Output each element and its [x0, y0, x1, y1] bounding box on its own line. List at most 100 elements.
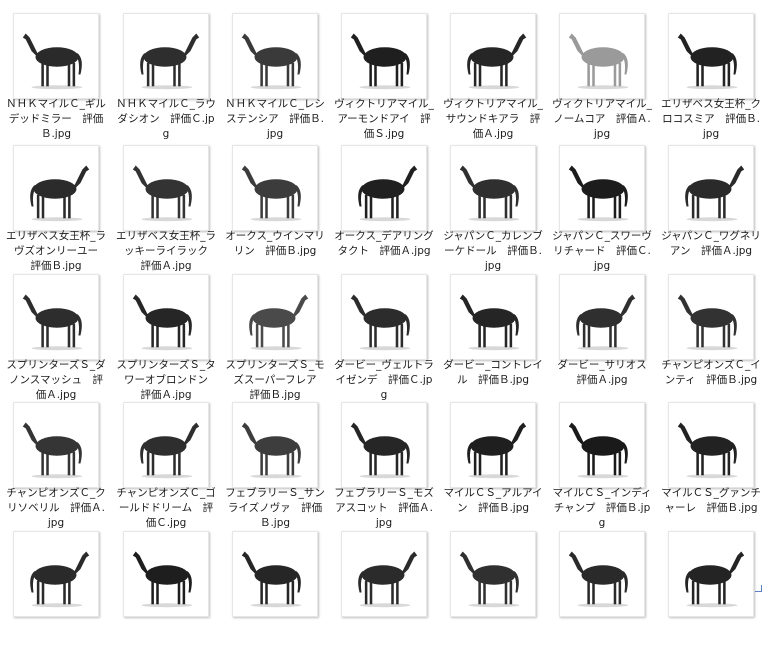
file-thumbnail[interactable]: [232, 145, 318, 231]
horse-photo-icon: [241, 422, 302, 479]
file-thumbnail[interactable]: [450, 13, 536, 99]
file-item[interactable]: チャンピオンズＣ_クリソベリル 評価Ａ.jpg: [6, 394, 106, 529]
file-name: スプリンターズＳ_ダノンスマッシュ 評価Ａ.jpg: [6, 359, 106, 401]
file-thumbnail[interactable]: [13, 145, 99, 231]
file-item[interactable]: スプリンターズＳ_タワーオブロンドン 評価Ａ.jpg: [116, 266, 219, 401]
horse-photo-icon: [350, 422, 411, 479]
file-thumbnail[interactable]: [450, 145, 536, 231]
file-thumbnail[interactable]: [668, 13, 754, 99]
file-item[interactable]: ＮＨＫマイルＣ_レシステンシア 評価Ｂ.jpg: [225, 5, 325, 140]
file-thumbnail[interactable]: [232, 274, 318, 360]
file-thumbnail[interactable]: [668, 145, 754, 231]
file-thumbnail[interactable]: [123, 531, 209, 617]
file-item[interactable]: ダービー_コントレイル 評価Ｂ.jpg: [443, 266, 543, 391]
file-name: ジャパンＣ_ワグネリアン 評価Ａ.jpg: [661, 230, 761, 257]
horse-photo-icon: [677, 422, 738, 479]
file-item[interactable]: ダービー_サリオス 評価Ａ.jpg: [552, 266, 657, 391]
file-thumbnail[interactable]: [559, 145, 645, 231]
file-item[interactable]: ヴィクトリアマイル_ノームコア 評価Ａ.jpg: [552, 5, 652, 140]
file-item[interactable]: スプリンターズＳ_ダノンスマッシュ 評価Ａ.jpg: [6, 266, 106, 401]
file-name: オークス_ウインマリリン 評価Ｂ.jpg: [225, 230, 325, 257]
horse-photo-icon: [241, 165, 302, 222]
file-name: エリザベス女王杯_クロコスミア 評価Ｂ.jpg: [661, 98, 761, 140]
horse-photo-icon: [358, 551, 418, 608]
file-item[interactable]: ジャパンＣ_ワグネリアン 評価Ａ.jpg: [661, 137, 761, 262]
file-thumbnail[interactable]: [341, 531, 427, 617]
file-thumbnail[interactable]: [123, 402, 209, 488]
file-item[interactable]: オークス_ウインマリリン 評価Ｂ.jpg: [225, 137, 325, 262]
file-thumbnail[interactable]: [13, 13, 99, 99]
horse-photo-icon: [677, 294, 738, 351]
file-name: スプリンターズＳ_モズスーパーフレア 評価Ｂ.jpg: [225, 359, 328, 401]
file-thumbnail[interactable]: [668, 274, 754, 360]
file-thumbnail[interactable]: [450, 402, 536, 488]
file-item[interactable]: [661, 523, 761, 648]
file-thumbnail[interactable]: [450, 274, 536, 360]
file-item[interactable]: オークス_デアリングタクト 評価Ａ.jpg: [334, 137, 434, 262]
file-item[interactable]: ダービー_ヴェルトライゼンデ 評価Ｃ.jpg: [334, 266, 434, 401]
file-item[interactable]: ジャパンＣ_カレンブーケドール 評価Ｂ.jpg: [443, 137, 543, 272]
file-thumbnail[interactable]: [341, 402, 427, 488]
file-name: ジャパンＣ_スワーヴリチャード 評価Ｃ.jpg: [552, 230, 652, 272]
file-thumbnail[interactable]: [559, 13, 645, 99]
horse-photo-icon: [568, 33, 629, 90]
file-thumbnail[interactable]: [559, 531, 645, 617]
file-thumbnail[interactable]: [450, 531, 536, 617]
file-item[interactable]: マイルＣＳ_グァンチャーレ 評価Ｂ.jpg: [661, 394, 761, 519]
horse-photo-icon: [132, 294, 193, 351]
file-item[interactable]: チャンピオンズＣ_ゴールドドリーム 評価Ｃ.jpg: [116, 394, 216, 529]
file-thumbnail[interactable]: [559, 274, 645, 360]
horse-photo-icon: [685, 551, 745, 608]
file-item[interactable]: ヴィクトリアマイル_アーモンドアイ 評価Ｓ.jpg: [334, 5, 434, 140]
horse-photo-icon: [22, 422, 83, 479]
file-thumbnail[interactable]: [123, 145, 209, 231]
file-thumbnail[interactable]: [668, 531, 754, 617]
file-item[interactable]: [225, 523, 325, 648]
file-name: ジャパンＣ_カレンブーケドール 評価Ｂ.jpg: [443, 230, 543, 272]
file-item[interactable]: フェブラリーＳ_モズアスコット 評価Ａ.jpg: [334, 394, 434, 529]
file-thumbnail[interactable]: [232, 402, 318, 488]
file-item[interactable]: [116, 523, 216, 648]
file-thumbnail[interactable]: [13, 402, 99, 488]
file-item[interactable]: エリザベス女王杯_ラッキーライラック 評価Ａ.jpg: [116, 137, 219, 272]
file-item[interactable]: エリザベス女王杯_ラヴズオンリーユー 評価Ｂ.jpg: [6, 137, 109, 272]
file-thumbnail[interactable]: [232, 13, 318, 99]
file-item[interactable]: [334, 523, 434, 648]
file-thumbnail[interactable]: [232, 531, 318, 617]
file-item[interactable]: [6, 523, 106, 648]
file-name: エリザベス女王杯_ラヴズオンリーユー 評価Ｂ.jpg: [6, 230, 109, 272]
file-name: フェブラリーＳ_サンライズノヴァ 評価Ｂ.jpg: [225, 487, 325, 529]
file-item[interactable]: [443, 523, 543, 648]
file-item[interactable]: チャンピオンズＣ_インティ 評価Ｂ.jpg: [661, 266, 761, 391]
file-item[interactable]: ジャパンＣ_スワーヴリチャード 評価Ｃ.jpg: [552, 137, 652, 272]
file-thumbnail[interactable]: [341, 274, 427, 360]
file-thumbnail[interactable]: [341, 145, 427, 231]
file-name: マイルＣＳ_アルアイン 評価Ｂ.jpg: [443, 487, 543, 514]
file-item[interactable]: ヴィクトリアマイル_サウンドキアラ 評価Ａ.jpg: [443, 5, 543, 140]
file-name: エリザベス女王杯_ラッキーライラック 評価Ａ.jpg: [116, 230, 219, 272]
file-item[interactable]: マイルＣＳ_アルアイン 評価Ｂ.jpg: [443, 394, 543, 519]
file-item[interactable]: エリザベス女王杯_クロコスミア 評価Ｂ.jpg: [661, 5, 761, 140]
file-thumbnail[interactable]: [123, 13, 209, 99]
horse-photo-icon: [459, 294, 520, 351]
horse-photo-icon: [358, 165, 418, 222]
file-item[interactable]: ＮＨＫマイルＣ_ラウダシオン 評価Ｃ.jpg: [116, 5, 216, 140]
horse-photo-icon: [241, 33, 302, 90]
file-thumbnail[interactable]: [559, 402, 645, 488]
file-item[interactable]: マイルＣＳ_インディチャンプ 評価Ｂ.jpg: [552, 394, 652, 529]
file-name: ヴィクトリアマイル_アーモンドアイ 評価Ｓ.jpg: [334, 98, 434, 140]
file-name: フェブラリーＳ_モズアスコット 評価Ａ.jpg: [334, 487, 434, 529]
file-name: ヴィクトリアマイル_サウンドキアラ 評価Ａ.jpg: [443, 98, 543, 140]
file-thumbnail[interactable]: [13, 274, 99, 360]
file-item[interactable]: フェブラリーＳ_サンライズノヴァ 評価Ｂ.jpg: [225, 394, 325, 529]
file-thumbnail[interactable]: [13, 531, 99, 617]
file-item[interactable]: [552, 523, 652, 648]
horse-photo-icon: [140, 422, 200, 479]
file-thumbnail[interactable]: [123, 274, 209, 360]
file-thumbnail[interactable]: [668, 402, 754, 488]
file-item[interactable]: スプリンターズＳ_モズスーパーフレア 評価Ｂ.jpg: [225, 266, 327, 401]
file-thumbnail[interactable]: [341, 13, 427, 99]
file-item[interactable]: ＮＨＫマイルＣ_ギルデッドミラー 評価Ｂ.jpg: [6, 5, 106, 140]
resize-corner[interactable]: [755, 585, 762, 592]
file-name: チャンピオンズＣ_ゴールドドリーム 評価Ｃ.jpg: [116, 487, 216, 529]
